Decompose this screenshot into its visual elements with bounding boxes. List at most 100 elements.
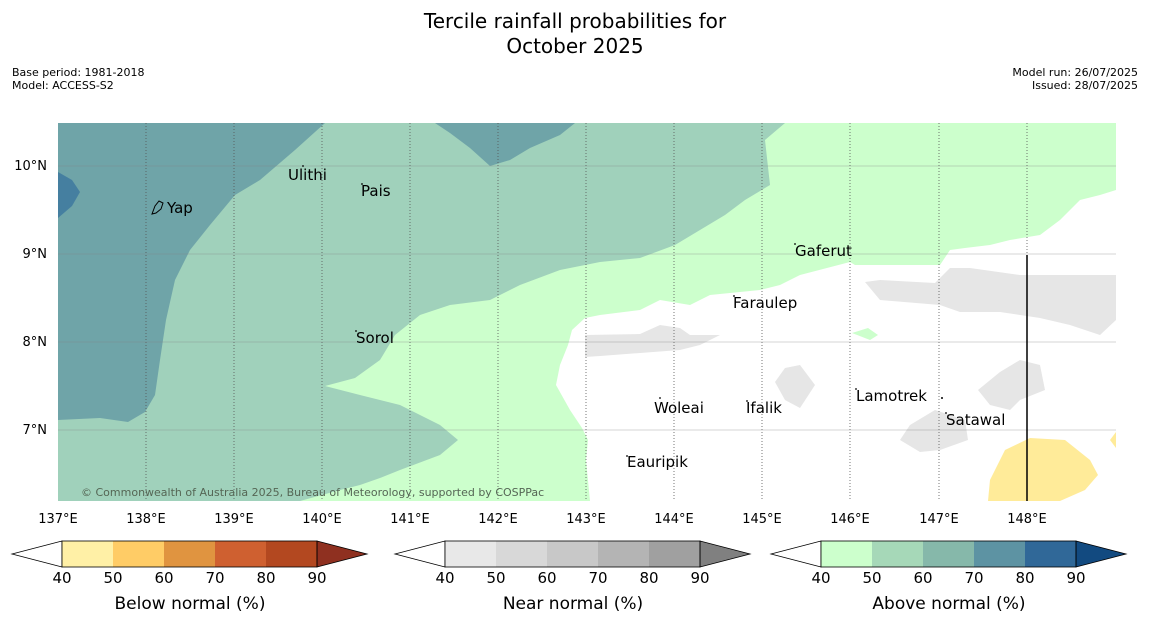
longitude-tick-label: 140°E	[302, 512, 342, 527]
island-marker	[355, 330, 357, 332]
probability-field	[58, 123, 1116, 501]
island-label: Faraulep	[733, 294, 797, 312]
island-labels: Yap Ulithi Pais Gaferut Faraulep Sorol Woleai I…	[166, 165, 1005, 471]
above-normal-70-region-west	[58, 123, 325, 422]
longitude-tick-label: 144°E	[654, 512, 694, 527]
colorbar-segment	[62, 541, 113, 567]
longitude-tick-label: 143°E	[566, 512, 606, 527]
colorbar-segment	[923, 541, 974, 567]
colorbar-tick-label: 50	[103, 569, 122, 587]
above-normal-colorbar: 40 50 60 70 80 90	[769, 540, 1128, 587]
longitude-labels: 137°E 138°E 139°E 140°E 141°E 142°E 143°E 144°E…	[38, 512, 1047, 527]
base-period-text: Base period: 1981-2018	[12, 66, 145, 79]
colorbar-tick-label: 60	[154, 569, 173, 587]
near-normal-legend-label: Near normal (%)	[502, 594, 644, 614]
colorbar-tick-label: 40	[435, 569, 454, 587]
colorbar-segment	[445, 541, 496, 567]
colorbar-tick-label: 70	[964, 569, 983, 587]
colorbar-tick-label: 70	[588, 569, 607, 587]
longitude-tick-label: 145°E	[742, 512, 782, 527]
island-marker	[626, 455, 628, 457]
above-normal-70-region-north	[435, 123, 575, 166]
near-normal-40-region-3	[775, 365, 815, 408]
island-marker	[659, 397, 661, 399]
longitude-tick-label: 148°E	[1007, 512, 1047, 527]
near-normal-40-region-2	[865, 268, 1116, 335]
colorbar-under-extension	[769, 540, 822, 568]
island-marker	[941, 397, 943, 399]
colorbar-segment	[974, 541, 1025, 567]
colorbar-segment	[598, 541, 649, 567]
colorbar-tick-label: 40	[811, 569, 830, 587]
colorbar-under-extension	[10, 540, 63, 568]
colorbar-segment	[496, 541, 547, 567]
island-label: Eauripik	[627, 453, 688, 471]
island-marker	[855, 388, 857, 390]
colorbars: 40 50 60 70 80 90 40 50 60 70 80 90 40 50 60 70 80 90	[10, 540, 1128, 587]
latitude-tick-label: 8°N	[23, 335, 48, 350]
longitude-tick-label: 147°E	[919, 512, 959, 527]
latitude-labels: 10°N 9°N 8°N 7°N	[14, 159, 47, 438]
island-label: Sorol	[356, 329, 394, 347]
colorbar-tick-label: 40	[52, 569, 71, 587]
colorbar-segment	[821, 541, 872, 567]
longitude-tick-label: 142°E	[478, 512, 518, 527]
colorbar-segment	[649, 541, 700, 567]
near-normal-40-region-4	[978, 360, 1045, 410]
copyright-text: © Commonwealth of Australia 2025, Bureau…	[81, 486, 544, 499]
longitude-tick-label: 137°E	[38, 512, 78, 527]
below-normal-40-edge	[1110, 432, 1116, 448]
longitude-tick-label: 146°E	[830, 512, 870, 527]
colorbar-tick-label: 70	[205, 569, 224, 587]
island-marker	[733, 295, 735, 297]
model-info: Base period: 1981-2018 Model: ACCESS-S2	[12, 66, 144, 92]
near-normal-40-region-1	[585, 325, 720, 357]
colorbar-over-extension	[699, 540, 752, 568]
colorbar-segment	[547, 541, 598, 567]
above-normal-50-islet	[852, 328, 878, 340]
model-name-text: Model: ACCESS-S2	[12, 79, 114, 92]
colorbar-under-extension	[393, 540, 446, 568]
colorbar-tick-label: 80	[1015, 569, 1034, 587]
below-normal-colorbar: 40 50 60 70 80 90	[10, 540, 369, 587]
above-normal-legend-label: Above normal (%)	[872, 594, 1026, 614]
colorbar-over-extension	[316, 540, 369, 568]
island-label: Gaferut	[795, 242, 852, 260]
latitude-tick-label: 7°N	[23, 423, 48, 438]
island-marker	[945, 412, 947, 414]
colorbar-tick-label: 60	[913, 569, 932, 587]
longitude-tick-label: 139°E	[214, 512, 254, 527]
longitude-tick-label: 141°E	[390, 512, 430, 527]
island-marker	[794, 243, 796, 245]
below-normal-40-region	[988, 438, 1098, 501]
latitude-tick-label: 9°N	[23, 247, 48, 262]
colorbar-frame	[820, 540, 1077, 568]
above-normal-60-region	[58, 123, 785, 501]
colorbar-segment	[164, 541, 215, 567]
colorbar-segment	[266, 541, 317, 567]
island-label: Pais	[361, 182, 391, 200]
colorbar-segment	[215, 541, 266, 567]
colorbar-tick-label: 80	[639, 569, 658, 587]
model-run-text: Model run: 26/07/2025	[1012, 66, 1138, 79]
map-title-line-2: October 2025	[506, 34, 644, 58]
island-label: Satawal	[946, 411, 1005, 429]
below-normal-legend-label: Below normal (%)	[114, 594, 266, 614]
colorbar-tick-label: 90	[1066, 569, 1085, 587]
run-info: Model run: 26/07/2025 Issued: 28/07/2025	[1012, 66, 1138, 92]
latitude-tick-label: 10°N	[14, 159, 47, 174]
colorbar-frame	[444, 540, 701, 568]
island-marker	[746, 400, 748, 402]
island-label: Lamotrek	[856, 387, 927, 405]
island-marker	[361, 183, 363, 185]
colorbar-tick-label: 50	[862, 569, 881, 587]
map-title-line-1: Tercile rainfall probabilities for	[423, 9, 727, 33]
above-normal-80-region	[58, 172, 80, 218]
graticule	[58, 123, 1116, 501]
near-normal-colorbar: 40 50 60 70 80 90	[393, 540, 752, 587]
yap-island-outline	[151, 200, 164, 215]
colorbar-segment	[1025, 541, 1076, 567]
near-normal-40-region-5	[900, 410, 968, 452]
colorbar-tick-label: 50	[486, 569, 505, 587]
